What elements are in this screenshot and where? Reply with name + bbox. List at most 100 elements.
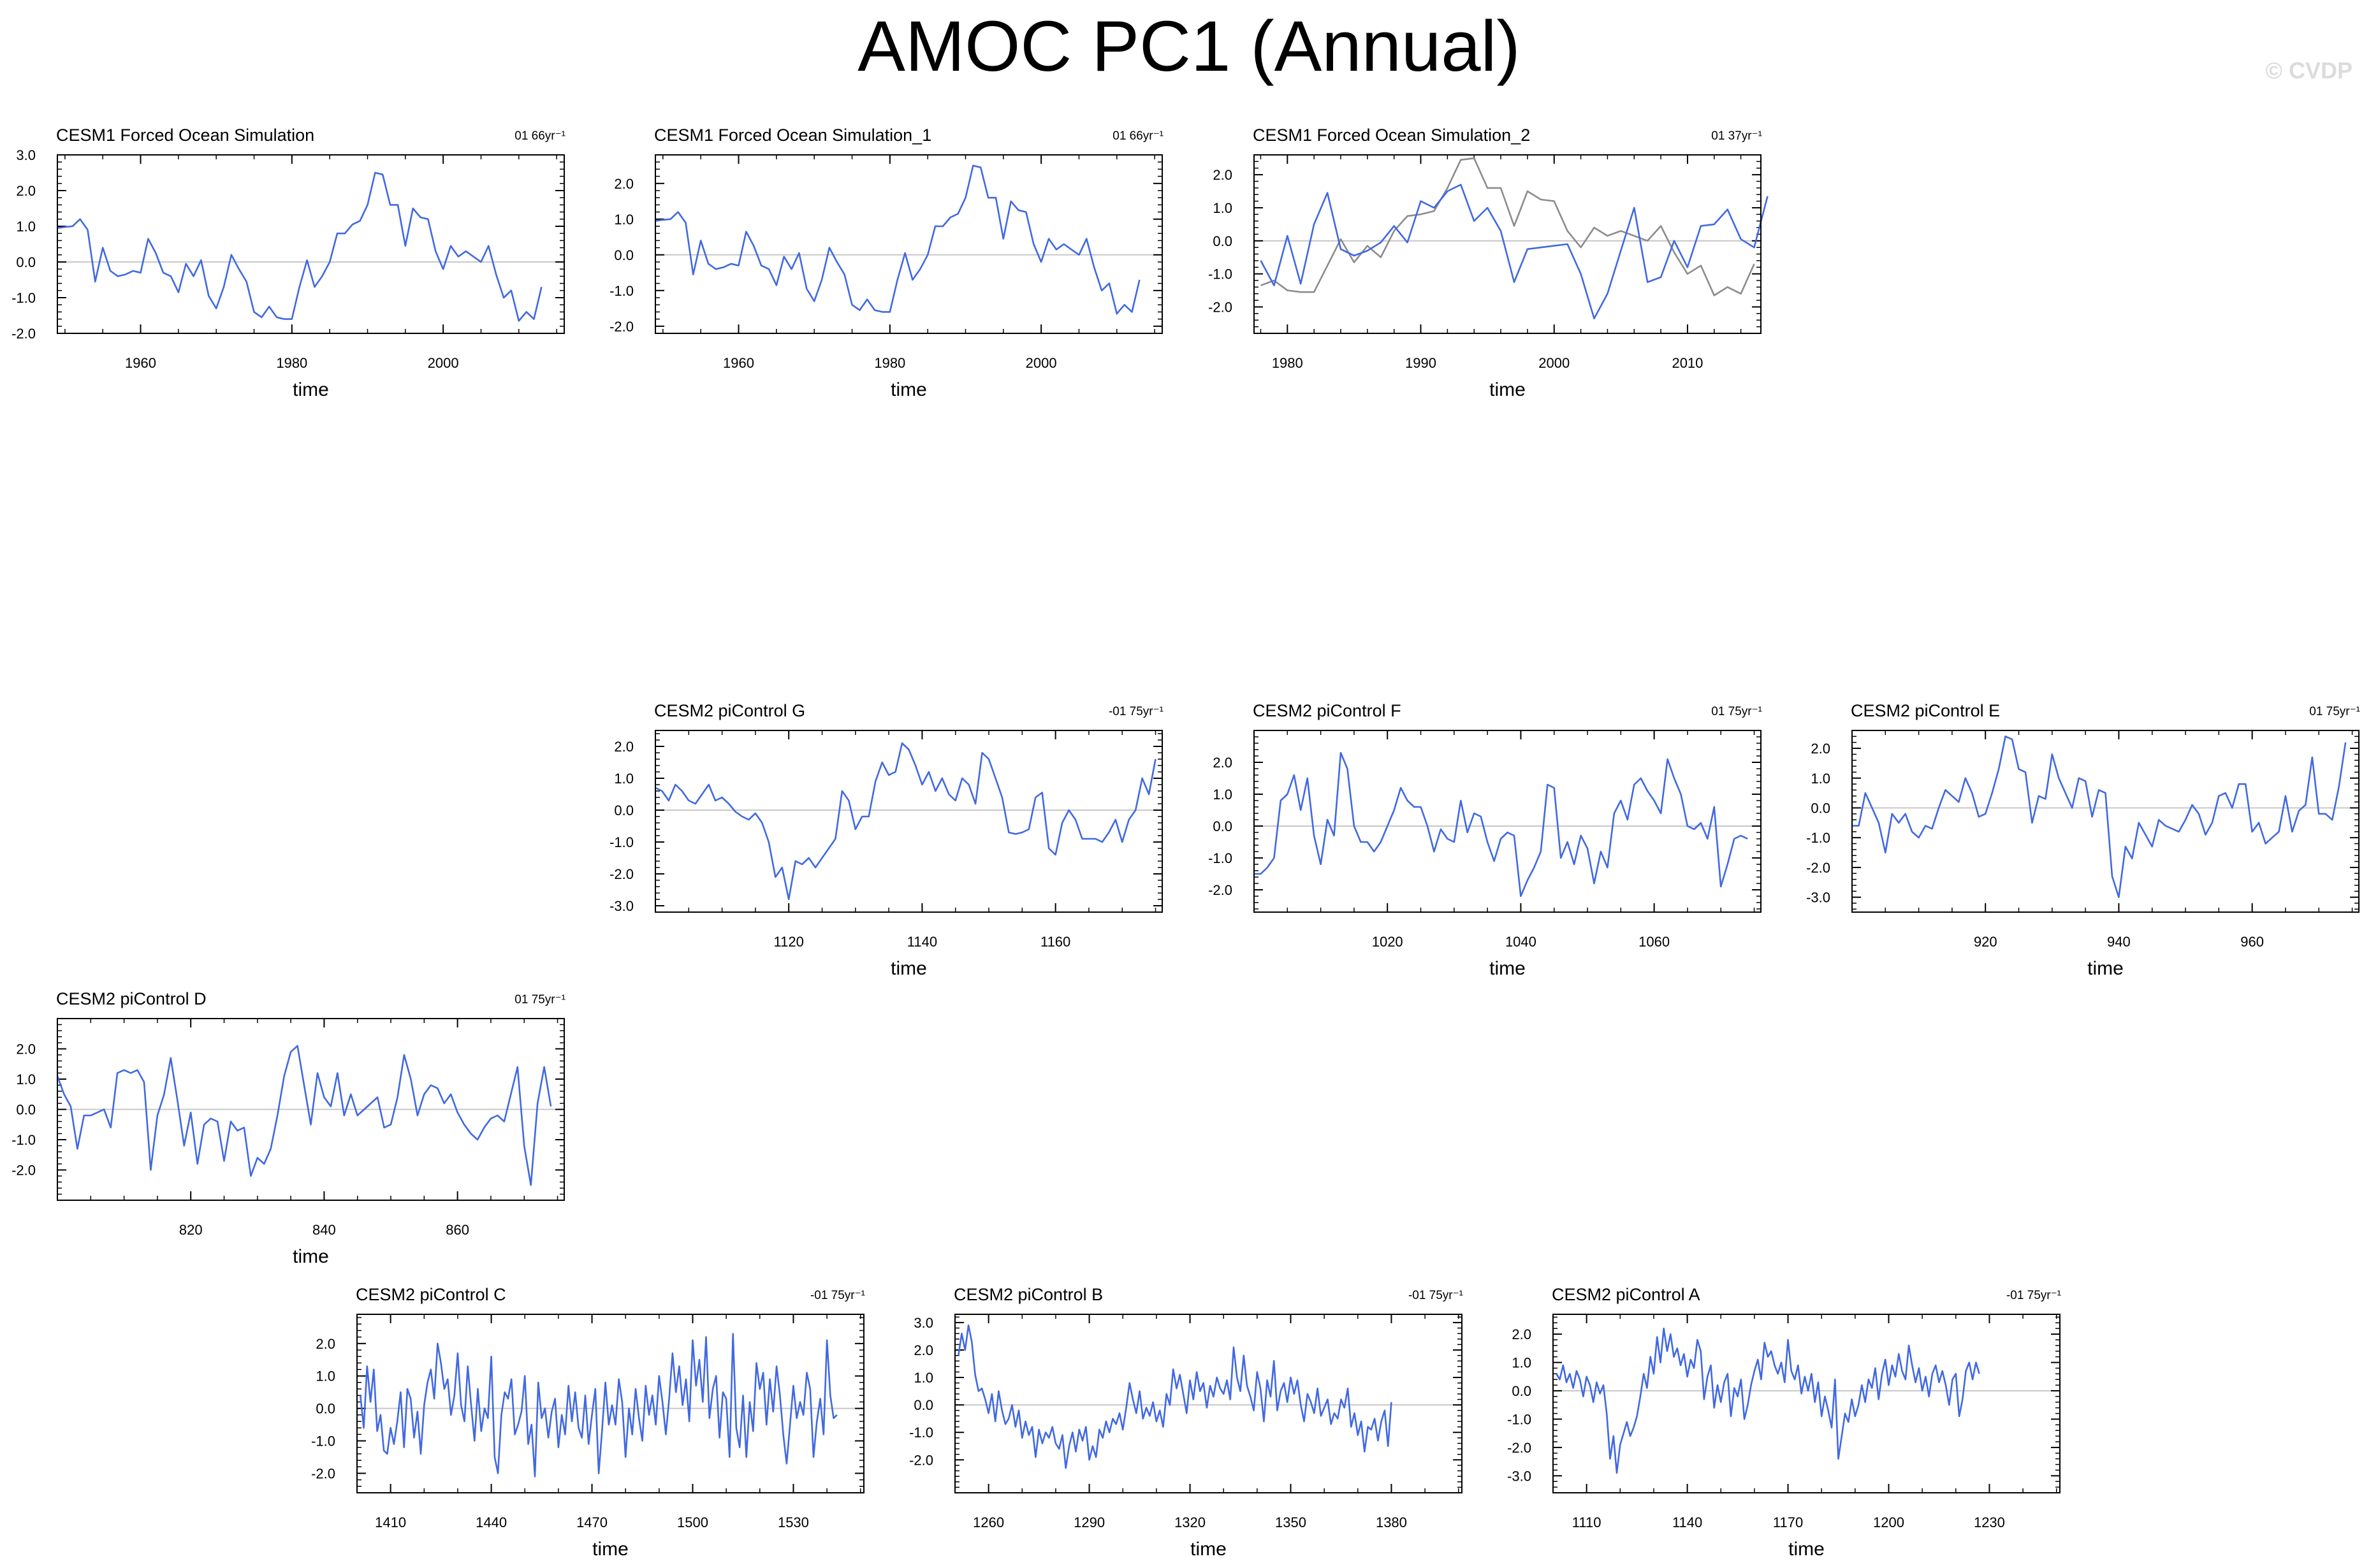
y-tick-label: 3.0 <box>914 1315 933 1331</box>
y-tick-label: 0.0 <box>1213 233 1232 249</box>
x-tick-label: 1530 <box>778 1514 809 1530</box>
chart-title: CESM1 Forced Ocean Simulation_2 <box>1253 126 1530 145</box>
y-tick-label: 2.0 <box>914 1342 933 1358</box>
plot-frame <box>655 730 1163 913</box>
chart-panel-10: CESM2 piControl A -01 75yr⁻¹ -3.0 -2.0 -1.0 0… <box>1507 1285 2061 1560</box>
chart-panel-8: CESM2 piControl C -01 75yr⁻¹ -2.0 -1.0 0.0 1.… <box>311 1285 865 1560</box>
x-tick-label: 1260 <box>973 1514 1004 1530</box>
chart-title: CESM1 Forced Ocean Simulation_1 <box>654 126 931 145</box>
chart-title: CESM2 piControl C <box>356 1285 506 1304</box>
y-tick-label: 0.0 <box>1512 1383 1531 1399</box>
y-tick-label: 0.0 <box>914 1397 933 1413</box>
x-tick-label: 1040 <box>1505 934 1536 950</box>
x-tick-label: 1380 <box>1376 1514 1407 1530</box>
y-tick-label: 1.0 <box>316 1368 335 1384</box>
y-tick-label: 1.0 <box>1213 787 1232 802</box>
y-tick-label: -2.0 <box>11 1163 36 1179</box>
y-tick-label: 1.0 <box>914 1370 933 1386</box>
y-tick-label: -2.0 <box>11 326 36 342</box>
x-tick-label: 1440 <box>476 1514 507 1530</box>
y-tick-label: -1.0 <box>909 1425 933 1441</box>
chart-panel-2: CESM1 Forced Ocean Simulation_1 01 66yr⁻¹… <box>609 126 1163 400</box>
x-axis-label: time <box>1190 1539 1227 1560</box>
plot-frame <box>1253 154 1762 334</box>
x-tick-label: 1170 <box>1773 1514 1803 1530</box>
plot-frame <box>655 154 1163 334</box>
y-tick-label: -2.0 <box>1208 882 1232 898</box>
y-tick-label: 2.0 <box>1512 1326 1531 1342</box>
x-tick-label: 1020 <box>1372 934 1403 950</box>
y-tick-label: 2.0 <box>614 176 634 192</box>
plot-frame <box>57 1018 565 1201</box>
x-tick-label: 960 <box>2240 934 2264 950</box>
y-tick-label: -2.0 <box>609 866 634 882</box>
chart-annotation: -01 75yr⁻¹ <box>1109 705 1163 718</box>
chart-annotation: 01 75yr⁻¹ <box>1711 705 1762 718</box>
chart-panel-3: CESM1 Forced Ocean Simulation_2 01 37yr⁻¹… <box>1208 126 1769 400</box>
chart-panel-1: CESM1 Forced Ocean Simulation 01 66yr⁻¹ -2… <box>11 126 565 400</box>
plot-frame <box>356 1314 864 1493</box>
y-tick-label: -1.0 <box>11 290 36 306</box>
chart-panel-7: CESM2 piControl D 01 75yr⁻¹ -2.0 -1.0 0.0 1.0… <box>11 989 565 1267</box>
y-tick-label: -1.0 <box>1208 266 1232 282</box>
x-tick-label: 2000 <box>1538 355 1570 371</box>
chart-annotation: 01 66yr⁻¹ <box>1112 129 1163 143</box>
y-tick-label: -1.0 <box>1806 830 1830 846</box>
chart-title: CESM2 piControl B <box>954 1285 1103 1304</box>
chart-title: CESM2 piControl E <box>1851 701 2000 720</box>
x-tick-label: 1230 <box>1974 1514 2005 1530</box>
x-tick-label: 1200 <box>1873 1514 1904 1530</box>
series-line-pc1 <box>57 171 543 322</box>
plot-frame <box>954 1314 1463 1493</box>
chart-title: CESM2 piControl G <box>654 701 805 720</box>
chart-panel-5: CESM2 piControl F 01 75yr⁻¹ -2.0 -1.0 0.0 1.0… <box>1208 701 1762 979</box>
y-tick-label: -1.0 <box>609 834 634 850</box>
series-line-pc1 <box>1260 184 1769 320</box>
x-axis-label: time <box>891 958 927 979</box>
y-tick-label: 0.0 <box>1811 800 1830 816</box>
y-tick-label: 2.0 <box>614 739 634 755</box>
y-tick-label: 0.0 <box>316 1401 335 1417</box>
chart-title: CESM2 piControl F <box>1253 701 1401 720</box>
chart-annotation: -01 75yr⁻¹ <box>810 1289 865 1302</box>
x-tick-label: 2000 <box>1026 355 1057 371</box>
x-tick-label: 1160 <box>1040 934 1070 950</box>
y-tick-label: 1.0 <box>614 212 634 228</box>
y-tick-label: -2.0 <box>1806 860 1830 876</box>
series-line-pc1 <box>655 164 1141 315</box>
chart-panel-6: CESM2 piControl E 01 75yr⁻¹ -3.0 -2.0 -1.0 0.… <box>1806 701 2360 979</box>
y-tick-label: 1.0 <box>1512 1355 1531 1371</box>
x-tick-label: 1990 <box>1405 355 1436 371</box>
x-axis-label: time <box>293 1246 329 1267</box>
x-axis-label: time <box>1489 379 1526 400</box>
y-tick-label: 0.0 <box>1213 818 1232 834</box>
watermark-text: © CVDP <box>2265 57 2352 83</box>
y-tick-label: -1.0 <box>609 283 634 299</box>
x-tick-label: 1960 <box>125 355 156 371</box>
series-line-pc1 <box>655 742 1156 901</box>
chart-panel-4: CESM2 piControl G -01 75yr⁻¹ -3.0 -2.0 -1.0 0… <box>609 701 1163 979</box>
x-tick-label: 840 <box>312 1222 336 1238</box>
x-tick-label: 1980 <box>1272 355 1303 371</box>
chart-annotation: 01 75yr⁻¹ <box>514 993 565 1006</box>
chart-title: CESM2 piControl A <box>1552 1285 1700 1304</box>
x-tick-label: 920 <box>1974 934 1997 950</box>
y-tick-label: 2.0 <box>1213 755 1232 771</box>
x-axis-label: time <box>592 1539 629 1560</box>
y-tick-label: 0.0 <box>614 802 634 818</box>
x-tick-label: 1320 <box>1174 1514 1206 1530</box>
chart-annotation: 01 66yr⁻¹ <box>514 129 565 143</box>
plot-frame <box>1253 730 1762 913</box>
chart-annotation: 01 75yr⁻¹ <box>2309 705 2360 718</box>
y-tick-label: -1.0 <box>1507 1411 1531 1427</box>
y-tick-label: -2.0 <box>609 319 634 335</box>
plot-frame <box>1851 730 2360 913</box>
x-tick-label: 1960 <box>723 355 754 371</box>
x-tick-label: 940 <box>2107 934 2131 950</box>
x-tick-label: 1140 <box>1672 1514 1702 1530</box>
x-tick-label: 2010 <box>1672 355 1703 371</box>
x-tick-label: 860 <box>446 1222 469 1238</box>
x-tick-label: 1110 <box>1572 1514 1601 1530</box>
y-tick-label: -1.0 <box>1208 850 1232 866</box>
series-line-pc1 <box>56 1045 552 1186</box>
